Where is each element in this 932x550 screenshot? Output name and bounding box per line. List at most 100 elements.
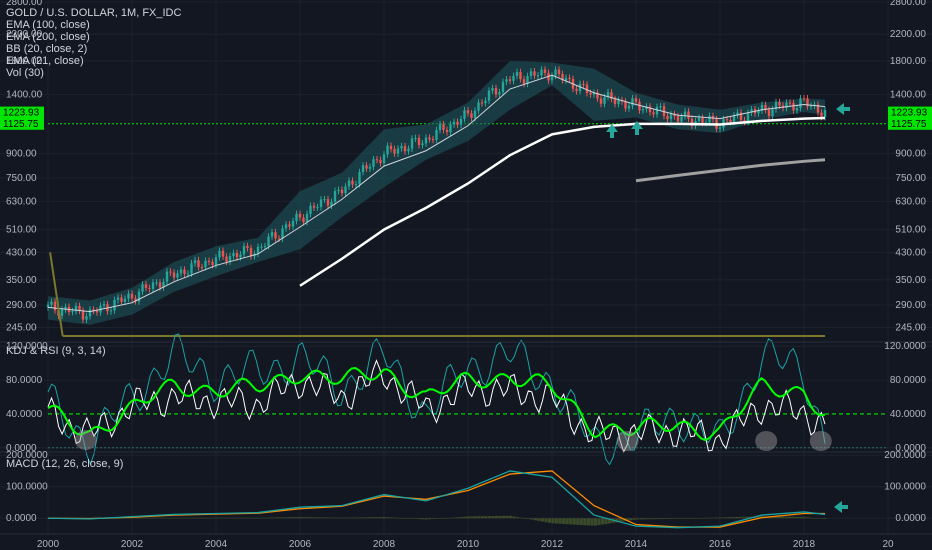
candle-body [78,305,81,311]
macd-histogram-bar [353,517,357,519]
candle-body [428,137,431,140]
candle-body [470,113,473,118]
macd-histogram-bar [399,518,403,519]
y-tick-left: 900.00 [6,149,37,160]
macd-histogram-bar [618,518,622,522]
macd-histogram-bar [272,517,276,519]
macd-histogram-bar [431,518,435,519]
macd-histogram-bar [724,517,728,519]
candle-body [365,165,368,169]
macd-histogram-bar [629,518,633,521]
macd-histogram-bar [720,517,725,519]
macd-histogram-bar [562,518,566,524]
candle-body [435,130,438,140]
macd-histogram-bar [671,518,675,519]
candle-body [750,109,753,113]
macd-histogram-bar [689,518,693,519]
macd-tick-left: 0.0000 [6,513,37,524]
macd-histogram-bar [198,517,202,519]
macd-histogram-bar [265,517,269,519]
candle-body [368,166,372,169]
macd-histogram-bar [554,518,559,524]
macd-histogram-bar [215,517,220,519]
macd-histogram-bar [664,518,668,519]
kdj-rsi-panel[interactable] [47,333,888,466]
macd-histogram-bar [311,517,315,519]
macd-histogram-bar [357,517,361,519]
macd-histogram-bar [385,517,389,519]
macd-histogram-bar [784,516,788,519]
macd-histogram-bar [668,518,672,519]
macd-histogram-bar [318,517,322,519]
macd-histogram-bar [678,518,682,519]
candle-body [645,106,648,110]
candle-body [508,79,512,81]
macd-histogram-bar [396,517,400,519]
macd-histogram-bar [533,518,537,521]
macd-histogram-bar [798,516,802,519]
candle-body [585,84,589,94]
candle-body [655,106,659,115]
candle-body [165,271,169,282]
candle-body [281,228,284,239]
candle-body [375,159,379,161]
candle-body [337,189,340,191]
macd-histogram-bar [685,518,689,519]
candle-body [239,254,242,258]
candle-body [176,273,179,278]
macd-histogram-bar [328,517,333,519]
macd-histogram-bar [406,518,410,519]
macd-histogram-bar [696,518,700,519]
macd-tick-right: 100.0000 [884,482,926,493]
macd-histogram-bar [802,516,806,519]
candle-body [501,81,505,93]
macd-histogram-bar [653,518,658,520]
candle-body [172,272,176,278]
oversold-marker [755,431,778,451]
candle-body [211,261,214,265]
macd-panel[interactable] [46,470,827,529]
macd-histogram-bar [247,517,251,519]
macd-histogram-bar [505,515,509,519]
macd-histogram-bar [593,518,598,526]
y-tick-left: 510.00 [6,225,37,236]
candle-body [771,109,774,117]
macd-histogram-bar [177,517,181,519]
candle-body [592,92,596,95]
macd-histogram-bar [537,518,541,521]
candle-body [256,246,260,254]
candle-body [179,269,183,274]
macd-histogram-bar [184,517,188,519]
macd-histogram-bar [636,518,640,520]
macd-histogram-bar [809,517,813,519]
kdj-tick-left: 0.0000 [6,443,37,454]
legend-vol: Vol (30) [6,67,44,79]
price-badge-right [888,106,932,119]
macd-histogram-bar [632,518,636,520]
volume-line [49,252,64,337]
macd-histogram-bar [572,518,576,525]
candle-body [431,139,435,141]
macd-histogram-bar [544,518,548,523]
candle-body [414,137,417,139]
candle-body [648,106,652,113]
macd-histogram-bar [625,518,629,521]
candle-body [774,102,778,110]
candle-body [529,71,533,77]
macd-histogram-bar [191,517,195,519]
price-panel[interactable] [46,61,888,337]
candle-body [120,297,123,302]
candle-body [60,309,64,316]
candle-body [554,69,557,76]
macd-histogram-bar [251,517,255,519]
candle-body [340,189,344,194]
candle-body [225,256,228,262]
macd-histogram-bar [675,518,679,519]
candle-body [799,98,802,109]
macd-histogram-bar [512,516,516,519]
candle-body [739,112,743,121]
candle-body [71,311,74,313]
candle-body [512,75,515,81]
candle-body [183,269,186,275]
